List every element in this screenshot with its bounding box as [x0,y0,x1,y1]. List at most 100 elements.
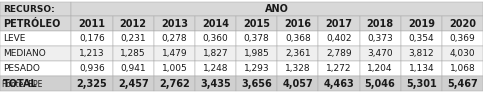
Bar [277,46,318,61]
Text: TOTAL: TOTAL [3,79,38,89]
Bar [359,17,401,31]
Text: PETRÓLEO: PETRÓLEO [3,19,60,29]
Text: 2,325: 2,325 [77,79,107,89]
Text: 1,328: 1,328 [285,64,311,73]
Text: 0,378: 0,378 [244,34,270,43]
Text: LEVE: LEVE [3,34,25,43]
Text: 2018: 2018 [367,19,394,29]
Text: 3,435: 3,435 [200,79,231,89]
Bar [71,31,113,46]
Bar [442,61,483,76]
Bar [154,61,195,76]
Text: 0,941: 0,941 [120,64,146,73]
Text: PESADO: PESADO [3,64,40,73]
Bar [236,46,277,61]
Text: 2,457: 2,457 [118,79,149,89]
Text: 2014: 2014 [202,19,229,29]
Bar [277,61,318,76]
Text: 1,005: 1,005 [161,64,187,73]
Bar [0,46,71,61]
Text: 1,213: 1,213 [79,49,105,58]
Bar [401,31,442,46]
Bar [401,46,442,61]
Text: 3,812: 3,812 [409,49,434,58]
Bar [359,61,401,76]
Text: 1,293: 1,293 [244,64,270,73]
Text: 0,402: 0,402 [326,34,352,43]
Text: 2019: 2019 [408,19,435,29]
Text: 0,373: 0,373 [367,34,393,43]
Bar [359,46,401,61]
Bar [71,76,113,91]
Text: 2012: 2012 [120,19,147,29]
Bar [277,31,318,46]
Bar [277,76,318,91]
Bar [0,76,71,91]
Text: 5,046: 5,046 [365,79,396,89]
Text: 2013: 2013 [161,19,188,29]
Bar [318,46,359,61]
Text: 1,134: 1,134 [409,64,434,73]
Bar [154,17,195,31]
Text: 2011: 2011 [79,19,106,29]
Bar [113,76,154,91]
Text: 2016: 2016 [284,19,312,29]
Bar [154,76,195,91]
Text: Fonte: EPE: Fonte: EPE [2,80,43,89]
Bar [154,31,195,46]
Text: 0,231: 0,231 [120,34,146,43]
Bar [113,61,154,76]
Text: 1,272: 1,272 [326,64,352,73]
Bar [277,17,318,31]
Text: 1,285: 1,285 [120,49,146,58]
Bar [195,76,236,91]
Text: 0,278: 0,278 [161,34,187,43]
Bar [236,31,277,46]
Text: 0,176: 0,176 [79,34,105,43]
Bar [236,76,277,91]
Bar [71,61,113,76]
Bar [154,46,195,61]
Bar [113,17,154,31]
Bar [318,61,359,76]
Text: 0,368: 0,368 [285,34,311,43]
Bar [195,17,236,31]
Bar [71,17,113,31]
Bar [71,46,113,61]
Text: 1,248: 1,248 [203,64,228,73]
Text: 1,985: 1,985 [244,49,270,58]
Bar [0,61,71,76]
Text: 2,762: 2,762 [159,79,190,89]
Text: 3,470: 3,470 [367,49,393,58]
Bar [318,76,359,91]
Text: 2017: 2017 [326,19,353,29]
Text: 5,467: 5,467 [447,79,478,89]
Bar [113,46,154,61]
Bar [0,31,71,46]
Bar [359,31,401,46]
Bar [0,17,71,31]
Text: 1,204: 1,204 [368,64,393,73]
Bar [442,46,483,61]
Text: 1,479: 1,479 [161,49,187,58]
Bar [401,61,442,76]
Text: 4,030: 4,030 [450,49,475,58]
Text: 0,360: 0,360 [203,34,228,43]
Bar [442,31,483,46]
Text: 1,068: 1,068 [450,64,475,73]
Text: 5,301: 5,301 [406,79,437,89]
Bar [71,2,483,17]
Bar [318,31,359,46]
Text: 1,827: 1,827 [203,49,228,58]
Bar [442,76,483,91]
Bar [195,46,236,61]
Bar [401,76,442,91]
Bar [401,17,442,31]
Text: 2015: 2015 [243,19,270,29]
Text: 0,369: 0,369 [450,34,475,43]
Bar [442,17,483,31]
Bar [0,2,71,17]
Text: 2,361: 2,361 [285,49,311,58]
Text: 4,057: 4,057 [283,79,313,89]
Text: 4,463: 4,463 [324,79,355,89]
